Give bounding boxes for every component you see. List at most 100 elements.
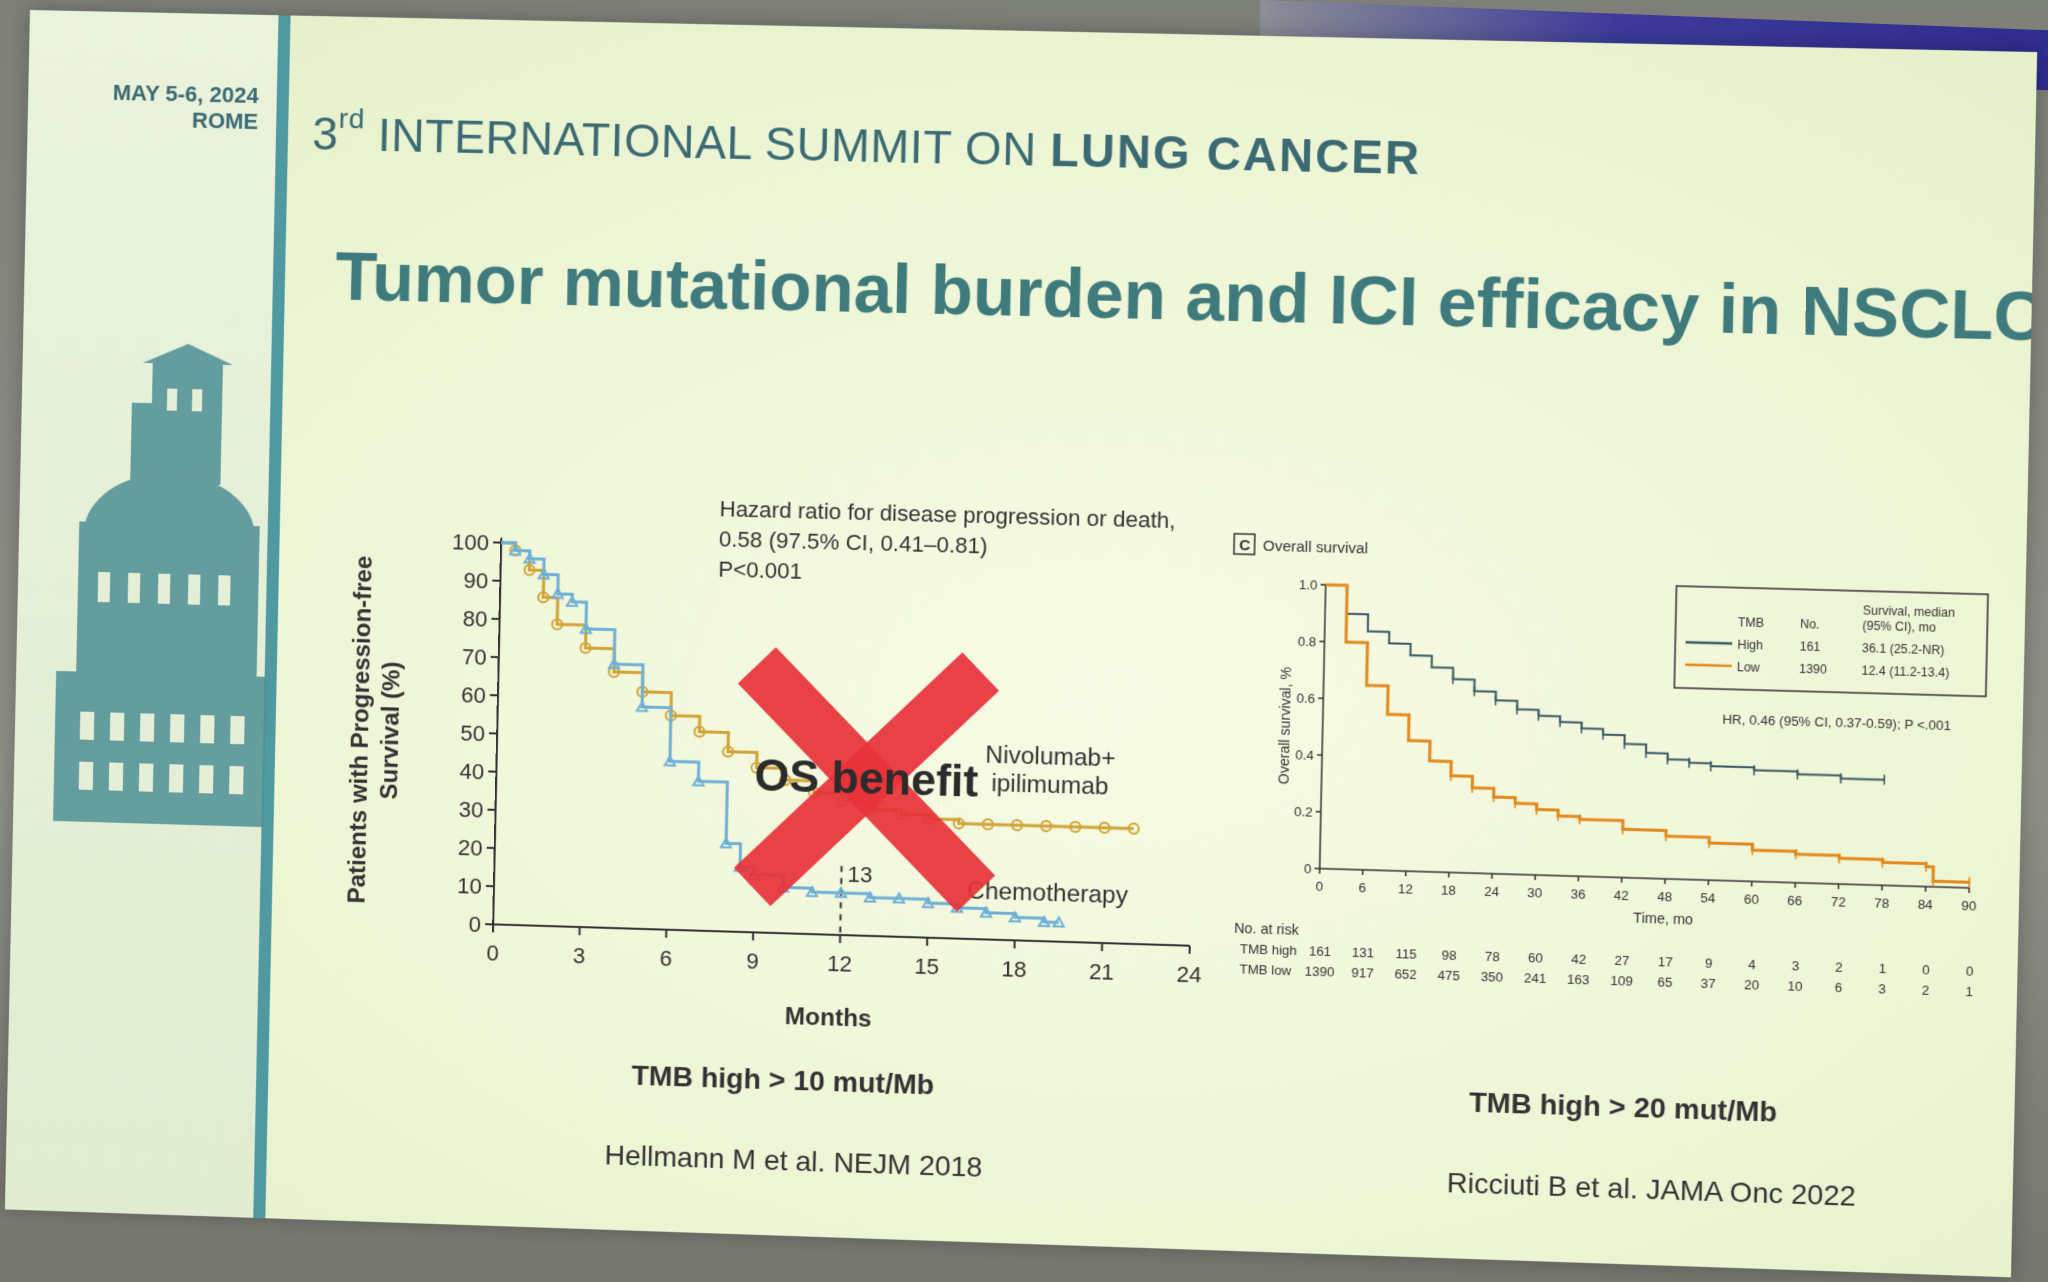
summit-ordinal-sup: rd <box>338 103 365 135</box>
y-axis-line <box>1320 585 1326 869</box>
risk-value: 1390 <box>1305 963 1335 979</box>
x-tick-label: 0 <box>1315 879 1323 894</box>
x-tick-label: 60 <box>1744 891 1759 907</box>
risk-value: 2 <box>1922 982 1930 998</box>
legend-swatch <box>1685 665 1732 666</box>
y-tick-label: 30 <box>458 797 483 823</box>
hazard-ratio-annotation: 0.58 (97.5% CI, 0.41–0.81) <box>719 526 988 558</box>
legend-count: 161 <box>1799 639 1820 654</box>
chart-title: Overall survival <box>1263 538 1369 558</box>
x-tick-label: 12 <box>1398 881 1413 897</box>
y-tick-label: 70 <box>462 644 487 670</box>
x-tick-label: 54 <box>1700 890 1715 906</box>
risk-value: 161 <box>1309 943 1332 959</box>
event-city: ROME <box>67 105 258 135</box>
y-tick-label: 80 <box>463 606 488 632</box>
y-axis-label: Overall survival, % <box>1275 667 1294 785</box>
event-date: MAY 5-6, 2024 ROME <box>67 79 259 135</box>
risk-value: 917 <box>1351 965 1374 981</box>
panel-label: C <box>1239 537 1251 555</box>
x-tick-label: 18 <box>1001 956 1027 982</box>
hazard-ratio-text: HR, 0.46 (95% CI, 0.37-0.59); P <.001 <box>1722 712 1951 734</box>
median-marker-line <box>840 866 841 935</box>
risk-value: 0 <box>1922 962 1930 978</box>
y-tick-label: 50 <box>460 720 485 746</box>
summit-ordinal: 3 <box>312 107 339 160</box>
x-tick-label: 12 <box>827 951 852 977</box>
legend-header: Survival, median <box>1863 603 1955 620</box>
legend-count: 1390 <box>1799 662 1827 677</box>
left-citation: Hellmann M et al. NEJM 2018 <box>604 1139 983 1184</box>
slide-title: Tumor mutational burden and ICI efficacy… <box>335 237 2038 357</box>
legend-label: High <box>1737 638 1763 653</box>
y-tick-label: 40 <box>459 759 484 785</box>
risk-value: 3 <box>1878 981 1886 997</box>
x-tick-label: 24 <box>1176 962 1202 988</box>
legend-median: 12.4 (11.2-13.4) <box>1861 663 1949 680</box>
risk-value: 65 <box>1657 974 1672 990</box>
y-tick-label: 0 <box>1304 861 1312 876</box>
y-tick-label: 1.0 <box>1299 577 1318 593</box>
risk-row-label: TMB low <box>1239 961 1292 978</box>
risk-value: 42 <box>1571 951 1586 967</box>
legend-swatch <box>1686 642 1733 643</box>
risk-value: 350 <box>1481 969 1504 985</box>
risk-value: 115 <box>1395 946 1417 962</box>
risk-value: 1 <box>1965 984 1973 1000</box>
x-tick-label: 6 <box>1358 880 1366 895</box>
censor-mark <box>1054 917 1064 926</box>
right-citation: Ricciuti B et al. JAMA Onc 2022 <box>1446 1167 1856 1213</box>
risk-value: 9 <box>1705 955 1713 970</box>
x-tick-label: 42 <box>1614 888 1629 904</box>
y-tick-label: 0.2 <box>1294 804 1313 820</box>
risk-value: 475 <box>1437 968 1460 984</box>
x-tick-label: 78 <box>1874 895 1889 911</box>
os-kaplan-meier-chart: C Overall survival Overall survival, % 0 0.2… <box>1213 521 2010 1072</box>
risk-value: 27 <box>1614 953 1629 969</box>
risk-value: 652 <box>1394 966 1417 982</box>
presentation-slide: MAY 5-6, 2024 ROME 3rd INTERNATIONAL SUM… <box>5 10 2037 1277</box>
y-tick-label: 0 <box>468 912 481 937</box>
left-threshold-label: TMB high > 10 mut/Mb <box>631 1060 934 1102</box>
risk-value: 4 <box>1748 957 1756 973</box>
risk-value: 1 <box>1878 961 1886 977</box>
x-tick-label: 66 <box>1787 893 1802 909</box>
x-tick-label: 24 <box>1484 884 1499 900</box>
summit-name: INTERNATIONAL SUMMIT ON <box>364 108 1051 176</box>
hazard-ratio-annotation: P<0.001 <box>718 556 802 583</box>
x-tick-label: 0 <box>486 940 499 966</box>
pfs-kaplan-meier-chart: Hazard ratio for disease progression or … <box>309 478 1235 1069</box>
y-tick-label: 60 <box>461 682 486 708</box>
x-axis-label: Time, mo <box>1633 909 1693 927</box>
legend-median: 36.1 (25.2-NR) <box>1862 641 1945 658</box>
risk-value: 163 <box>1567 972 1590 988</box>
y-tick-label: 0.6 <box>1296 690 1315 706</box>
x-tick-label: 30 <box>1527 885 1542 901</box>
risk-value: 109 <box>1610 973 1633 989</box>
x-tick-label: 48 <box>1657 889 1672 905</box>
legend-header: (95% CI), mo <box>1862 619 1936 635</box>
os-benefit-overlay-text: OS benefit <box>754 751 979 807</box>
x-tick-label: 36 <box>1570 886 1585 902</box>
tmb-high-line <box>1322 585 1888 780</box>
x-tick-label: 90 <box>1961 898 1976 914</box>
x-tick-label: 21 <box>1089 959 1115 985</box>
legend-header: No. <box>1800 617 1820 632</box>
summit-topic: LUNG CANCER <box>1050 123 1422 184</box>
y-axis-label: Patients with Progression-free <box>343 555 377 903</box>
chemotherapy-label: Chemotherapy <box>967 877 1128 909</box>
nivolumab-ipilimumab-label: Nivolumab+ <box>985 741 1116 772</box>
x-axis-line <box>493 924 1190 945</box>
y-tick-label: 20 <box>458 835 483 861</box>
risk-value: 3 <box>1792 958 1800 974</box>
nivolumab-ipilimumab-label: ipilimumab <box>991 770 1109 801</box>
y-axis-line <box>493 538 501 925</box>
risk-value: 0 <box>1966 963 1974 979</box>
x-axis-label: Months <box>785 1003 872 1033</box>
risk-value: 78 <box>1485 949 1500 965</box>
y-tick-label: 100 <box>452 529 490 555</box>
risk-row-label: TMB high <box>1240 941 1297 958</box>
legend-label: Low <box>1737 660 1760 675</box>
x-tick-label: 3 <box>573 943 586 969</box>
x-tick-label: 6 <box>659 946 672 972</box>
